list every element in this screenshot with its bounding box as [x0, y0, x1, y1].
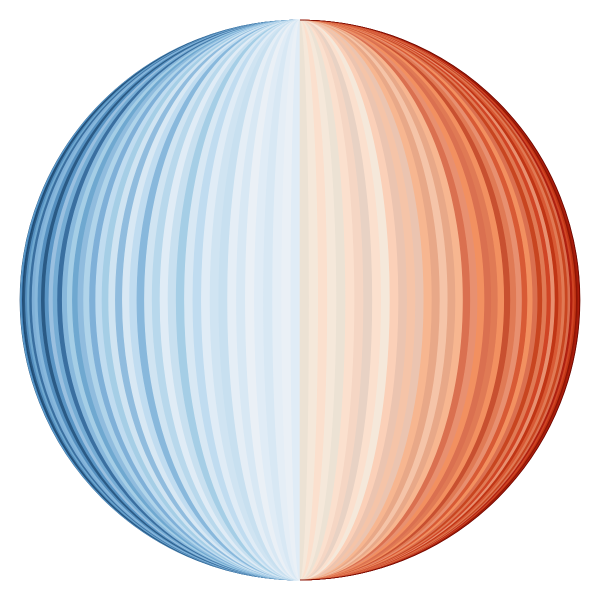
- warming-stripes-globe: [0, 0, 600, 600]
